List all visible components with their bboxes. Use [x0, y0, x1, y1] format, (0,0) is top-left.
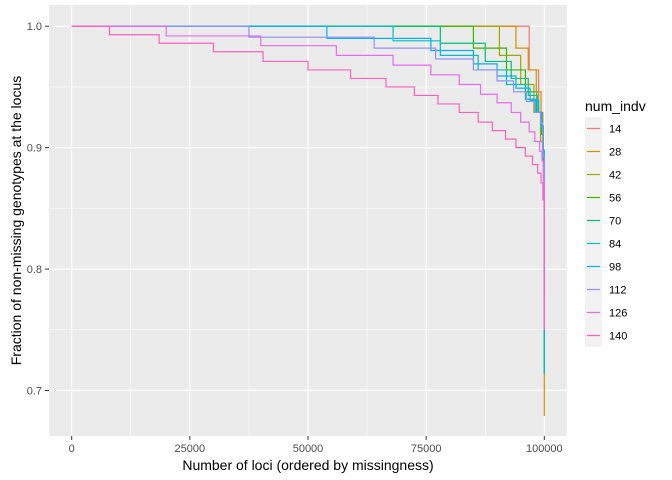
y-tick-label: 1.0: [27, 21, 42, 33]
legend-label: 84: [609, 239, 621, 251]
legend-item: 112: [585, 278, 627, 301]
x-tick-label: 50000: [293, 443, 324, 455]
legend-item: 42: [585, 163, 621, 186]
legend-item: 84: [585, 232, 621, 255]
legend-label: 28: [609, 147, 621, 159]
legend-label: 14: [609, 124, 621, 136]
legend-label: 70: [609, 216, 621, 228]
series-lines: [71, 25, 545, 416]
legend-item: 14: [585, 117, 621, 140]
legend-item: 56: [585, 186, 621, 209]
legend-title: num_indv: [585, 98, 646, 114]
y-tick-label: 0.8: [27, 264, 42, 276]
legend-label: 42: [609, 170, 621, 182]
series-line-112: [71, 25, 545, 330]
y-tick-label: 0.7: [27, 385, 42, 397]
y-axis-title: Fraction of non-missing genotypes at the…: [8, 76, 24, 366]
series-line-126: [71, 25, 545, 296]
legend-label: 140: [609, 331, 627, 343]
legend-label: 56: [609, 193, 621, 205]
y-axis: 0.7 0.8 0.9 1.0: [27, 21, 49, 397]
legend-item: 140: [585, 324, 627, 347]
legend-label: 98: [609, 262, 621, 274]
legend-item: 126: [585, 301, 627, 324]
legend-item: 70: [585, 209, 621, 232]
legend: num_indv 14 28 42 56 70 84 98 112 126 140: [585, 98, 646, 347]
legend-item: 28: [585, 140, 621, 163]
x-axis: 0 25000 50000 75000 100000: [69, 436, 563, 455]
x-tick-label: 75000: [411, 443, 442, 455]
x-tick-label: 100000: [526, 443, 563, 455]
legend-label: 112: [609, 285, 627, 297]
x-axis-title: Number of loci (ordered by missingness): [182, 457, 433, 473]
y-tick-label: 0.9: [27, 143, 42, 155]
x-tick-label: 25000: [175, 443, 206, 455]
x-tick-label: 0: [69, 443, 75, 455]
legend-label: 126: [609, 308, 627, 320]
series-line-140: [71, 25, 545, 330]
legend-item: 98: [585, 255, 621, 278]
